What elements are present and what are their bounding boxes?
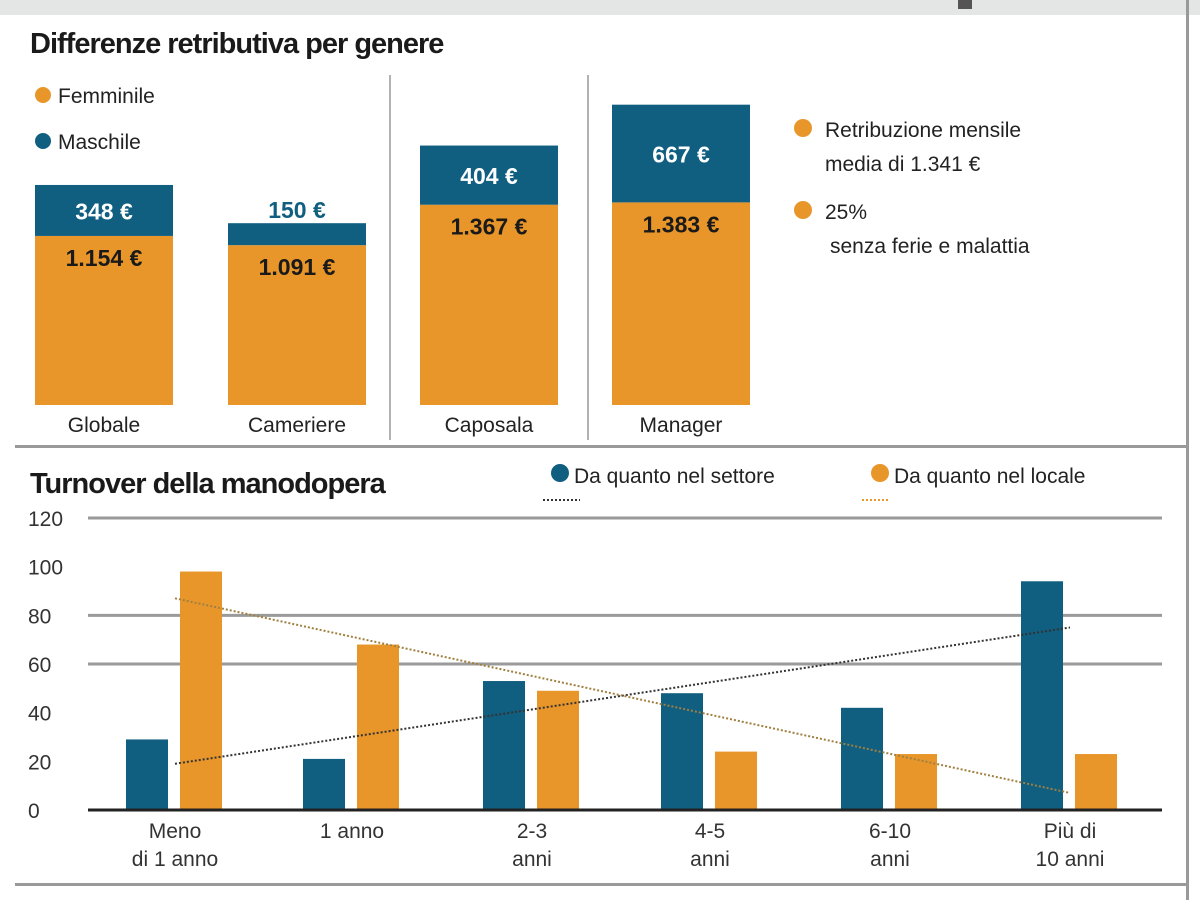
- x-tick-label: 6-10: [869, 820, 911, 843]
- bar-maschile: [420, 145, 558, 205]
- bar-maschile: [35, 184, 173, 236]
- bar-maschile: [612, 104, 750, 203]
- y-tick-label: 0: [28, 800, 40, 823]
- legend-dot-maschile: [35, 133, 51, 149]
- bar-femminile: [228, 245, 366, 405]
- bar-locale: [537, 690, 579, 810]
- note-text: senza ferie e malattia: [830, 235, 1030, 258]
- data-label-femminile: 1.091 €: [259, 254, 336, 280]
- y-tick-label: 100: [28, 557, 63, 580]
- legend-dot-femminile: [35, 87, 51, 103]
- category-label: Globale: [68, 414, 140, 437]
- bar-femminile: [612, 202, 750, 405]
- note-text: media di 1.341 €: [825, 153, 981, 176]
- x-tick-label: Meno: [149, 820, 202, 843]
- bar-locale: [1075, 754, 1117, 810]
- x-tick-label: 2-3: [517, 820, 547, 843]
- x-tick-label: 4-5: [695, 820, 725, 843]
- x-tick-label: anni: [690, 848, 730, 871]
- x-tick-label: anni: [870, 848, 910, 871]
- category-label: Cameriere: [248, 414, 346, 437]
- right-border: [1186, 0, 1189, 900]
- bar-settore: [483, 681, 525, 810]
- note-dot: [794, 201, 812, 219]
- legend-label-locale: Da quanto nel locale: [894, 465, 1085, 488]
- legend-label-settore: Da quanto nel settore: [574, 465, 775, 488]
- bar-femminile: [35, 235, 173, 405]
- bar-settore: [126, 739, 168, 810]
- note-text: 25%: [825, 201, 867, 224]
- trendline-locale: [174, 597, 1071, 794]
- data-label-maschile: 348 €: [75, 198, 133, 224]
- x-tick-label: anni: [512, 848, 552, 871]
- section-divider: [15, 445, 1187, 448]
- y-tick-label: 40: [28, 703, 51, 726]
- bar-settore: [1021, 581, 1063, 810]
- chart-title: Differenze retributiva per genere: [30, 28, 444, 60]
- bar-locale: [180, 571, 222, 810]
- y-tick-label: 80: [28, 605, 51, 628]
- bar-settore: [661, 693, 703, 810]
- category-label: Caposala: [445, 414, 534, 437]
- bar-locale: [357, 644, 399, 810]
- x-tick-label: di 1 anno: [132, 848, 218, 871]
- bar-settore: [303, 758, 345, 810]
- note-text: Retribuzione mensile: [825, 119, 1021, 142]
- section-divider-bottom: [15, 883, 1187, 886]
- y-tick-label: 120: [28, 508, 63, 531]
- bar-locale: [715, 751, 757, 810]
- note-dot: [794, 119, 812, 137]
- data-label-femminile: 1.367 €: [451, 214, 528, 240]
- x-tick-label: Più di: [1044, 820, 1097, 843]
- data-label-femminile: 1.383 €: [643, 211, 720, 237]
- y-tick-label: 20: [28, 751, 51, 774]
- x-tick-label: 10 anni: [1036, 848, 1105, 871]
- legend-label-femminile: Femminile: [58, 85, 155, 108]
- data-label-maschile: 667 €: [652, 142, 710, 168]
- bar-femminile: [420, 204, 558, 405]
- data-label-maschile: 150 €: [268, 197, 326, 223]
- band-mark: [958, 0, 972, 9]
- y-tick-label: 60: [28, 654, 51, 677]
- legend-dot-settore: [551, 464, 569, 482]
- data-label-maschile: 404 €: [460, 163, 518, 189]
- x-tick-label: 1 anno: [320, 820, 384, 843]
- legend-label-maschile: Maschile: [58, 131, 141, 154]
- bar-maschile: [228, 223, 366, 246]
- bar-settore: [841, 707, 883, 810]
- chart-title: Turnover della manodopera: [30, 468, 387, 500]
- category-label: Manager: [640, 414, 723, 437]
- legend-dot-locale: [871, 464, 889, 482]
- top-band: [0, 0, 1200, 15]
- data-label-femminile: 1.154 €: [66, 245, 143, 271]
